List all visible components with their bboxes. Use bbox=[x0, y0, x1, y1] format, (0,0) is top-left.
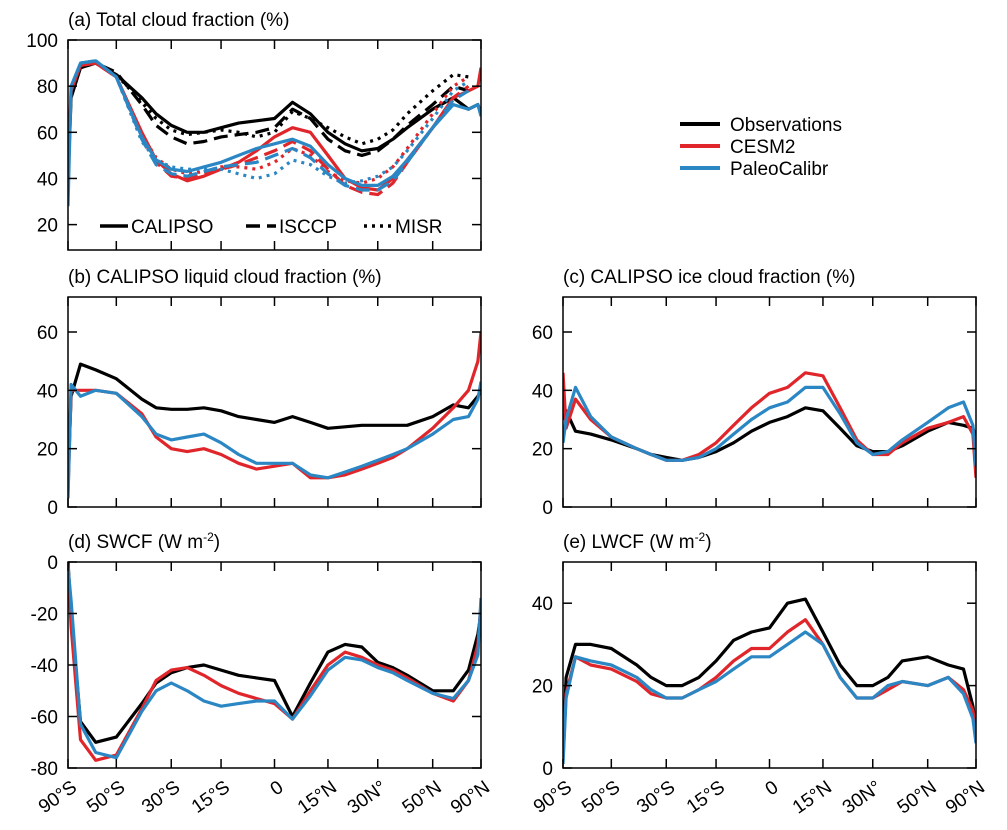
series-line bbox=[563, 618, 976, 760]
x-tick-label: 30°S bbox=[633, 777, 679, 818]
x-tick-label: 30N° bbox=[839, 777, 886, 819]
title-text-end: ) bbox=[214, 532, 220, 553]
title-text-end: ) bbox=[705, 532, 711, 553]
legend-style-label: CALIPSO bbox=[131, 217, 213, 238]
legend-style-label: MISR bbox=[395, 217, 443, 238]
y-tick-label: 60 bbox=[532, 323, 553, 344]
y-tick-label: 20 bbox=[37, 216, 58, 237]
x-tick-label: 50°N bbox=[399, 777, 446, 819]
x-tick-label: 50°N bbox=[894, 777, 941, 819]
y-tick-label: 60 bbox=[37, 123, 58, 144]
plot-frame bbox=[562, 296, 977, 508]
y-tick-label: -40 bbox=[31, 656, 58, 677]
title-text: (e) LWCF (W m bbox=[563, 532, 695, 553]
series-line bbox=[80, 59, 470, 185]
y-tick-label: 0 bbox=[47, 498, 58, 519]
x-tick-label: 50°S bbox=[83, 777, 129, 818]
series-line bbox=[563, 597, 976, 756]
panel-title: (e) LWCF (W m-2) bbox=[563, 530, 712, 553]
series-line bbox=[563, 371, 976, 478]
series-line bbox=[80, 61, 469, 157]
series-line bbox=[68, 61, 481, 192]
x-tick-label: 15°S bbox=[188, 777, 234, 818]
x-tick-label: 0 bbox=[762, 777, 783, 800]
x-tick-label: 90°N bbox=[942, 777, 989, 819]
panel-title: (d) SWCF (W m-2) bbox=[68, 530, 220, 553]
y-tick-label: 40 bbox=[532, 594, 553, 615]
title-text: (a) Total cloud fraction (%) bbox=[68, 10, 289, 31]
y-tick-label: 40 bbox=[37, 381, 58, 402]
legend-style-label: ISCCP bbox=[279, 217, 337, 238]
y-tick-label: 20 bbox=[37, 440, 58, 461]
plot-frame bbox=[562, 561, 977, 769]
series-line bbox=[68, 331, 481, 493]
y-tick-label: 20 bbox=[532, 677, 553, 698]
series-line bbox=[68, 562, 481, 744]
y-tick-label: 100 bbox=[26, 31, 58, 52]
x-tick-label: 0 bbox=[267, 777, 288, 800]
x-tick-label: 15°N bbox=[294, 777, 341, 819]
x-tick-label: 90°S bbox=[530, 777, 576, 818]
y-tick-label: 60 bbox=[37, 323, 58, 344]
y-tick-label: -60 bbox=[31, 708, 58, 729]
y-tick-label: 20 bbox=[532, 440, 553, 461]
x-tick-label: 15°S bbox=[683, 777, 729, 818]
series-line bbox=[563, 406, 976, 462]
y-tick-label: 40 bbox=[532, 381, 553, 402]
series-line bbox=[68, 381, 481, 499]
legend-label: Observations bbox=[730, 115, 842, 136]
series-line bbox=[563, 630, 976, 764]
x-tick-label: 90°S bbox=[35, 777, 81, 818]
y-tick-label: -80 bbox=[31, 759, 58, 780]
plot-frame bbox=[67, 561, 482, 769]
panel-title: (c) CALIPSO ice cloud fraction (%) bbox=[563, 267, 855, 288]
x-tick-label: 30°S bbox=[138, 777, 184, 818]
title-superscript: -2 bbox=[203, 530, 214, 544]
x-tick-label: 90°N bbox=[447, 777, 494, 819]
x-tick-label: 30N° bbox=[344, 777, 391, 819]
series-line bbox=[68, 59, 481, 207]
panel-title: (a) Total cloud fraction (%) bbox=[68, 10, 289, 31]
legend-label: CESM2 bbox=[730, 137, 795, 158]
legend-label: PaleoCalibr bbox=[730, 159, 829, 180]
y-tick-label: 0 bbox=[542, 759, 553, 780]
series-line bbox=[68, 566, 481, 760]
title-text: (b) CALIPSO liquid cloud fraction (%) bbox=[68, 267, 382, 288]
series-line bbox=[563, 385, 976, 467]
x-tick-label: 50°S bbox=[578, 777, 624, 818]
y-tick-label: 0 bbox=[542, 498, 553, 519]
y-tick-label: -20 bbox=[31, 605, 58, 626]
x-tick-label: 15°N bbox=[789, 777, 836, 819]
plot-frame bbox=[67, 296, 482, 508]
y-tick-label: 80 bbox=[37, 77, 58, 98]
title-text: (c) CALIPSO ice cloud fraction (%) bbox=[563, 267, 855, 288]
y-tick-label: 0 bbox=[47, 553, 58, 574]
series-line bbox=[80, 61, 470, 197]
series-line bbox=[80, 61, 469, 146]
series-line bbox=[68, 362, 481, 478]
y-tick-label: 40 bbox=[37, 169, 58, 190]
panel-title: (b) CALIPSO liquid cloud fraction (%) bbox=[68, 267, 382, 288]
title-text: (d) SWCF (W m bbox=[68, 532, 203, 553]
title-superscript: -2 bbox=[695, 530, 706, 544]
